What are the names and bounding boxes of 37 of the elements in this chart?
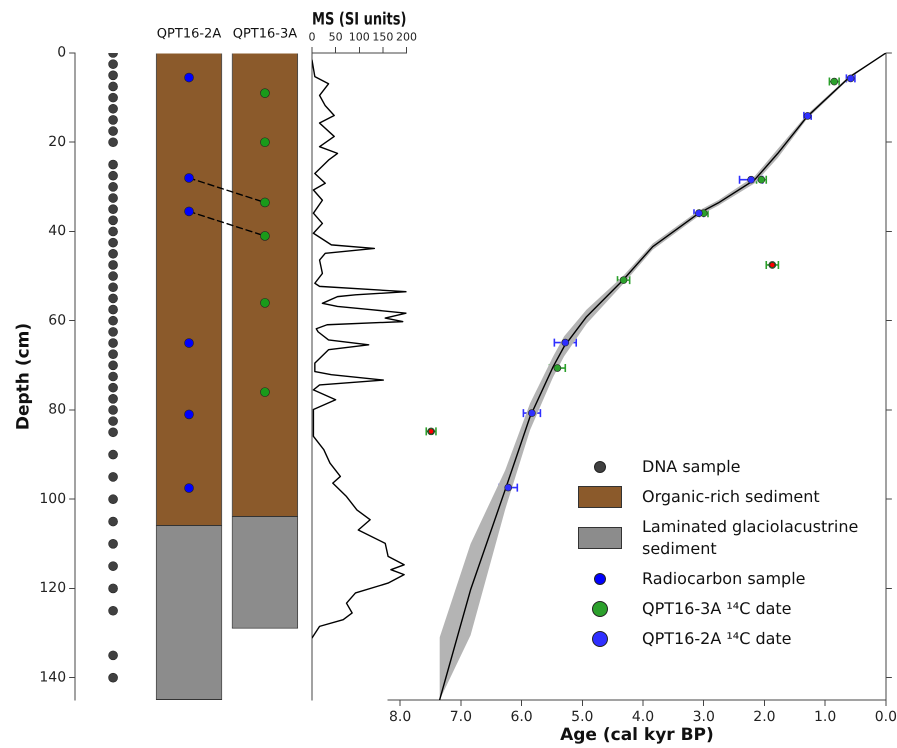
y-tick-label: 80 bbox=[48, 402, 66, 418]
point bbox=[504, 484, 512, 492]
y-tick-label: 40 bbox=[48, 223, 66, 240]
x-tick-label: 3.0 bbox=[692, 709, 715, 726]
x-tick-label: 2.0 bbox=[753, 709, 776, 726]
x-tick-label: QPT16-3A bbox=[232, 26, 298, 42]
legend-label: Organic-rich sediment bbox=[642, 486, 820, 508]
x-axis-title: Age (cal kyr BP) bbox=[560, 725, 714, 746]
y-axis-title: Depth (cm) bbox=[14, 322, 34, 430]
legend-label: Radiocarbon sample bbox=[642, 568, 806, 590]
point bbox=[528, 409, 536, 417]
y-tick-label: 140 bbox=[39, 669, 66, 686]
x-tick-label: 7.0 bbox=[450, 709, 472, 726]
legend-label: DNA sample bbox=[642, 456, 740, 478]
x-tick-label: QPT16-2A bbox=[156, 26, 222, 42]
x-tick-label: 1.0 bbox=[814, 709, 836, 726]
legend-label: QPT16-3A ¹⁴C date bbox=[642, 598, 792, 620]
y-tick-label: 0 bbox=[57, 44, 66, 61]
x-tick-label: 200 bbox=[396, 30, 417, 44]
legend-label: Laminated glaciolacustrine sediment bbox=[642, 516, 860, 560]
x-tick-label: 4.0 bbox=[632, 709, 654, 726]
x-tick-label: 8.0 bbox=[389, 709, 412, 726]
x-tick-label: 0 bbox=[308, 30, 316, 44]
y-tick-label: 100 bbox=[39, 490, 66, 507]
y-tick-label: 60 bbox=[48, 312, 66, 328]
x-tick-label: 6.0 bbox=[510, 709, 533, 726]
x-axis-title: MS (SI units) bbox=[312, 8, 406, 30]
x-tick-label: 0.0 bbox=[874, 709, 897, 726]
point bbox=[561, 338, 570, 346]
y-tick-label: 120 bbox=[39, 580, 66, 596]
x-tick-label: 100 bbox=[348, 30, 370, 44]
y-tick-label: 20 bbox=[48, 134, 66, 150]
legend-label: QPT16-2A ¹⁴C date bbox=[642, 628, 792, 650]
point bbox=[747, 176, 755, 184]
x-tick-label: 150 bbox=[372, 30, 394, 44]
x-tick-label: 50 bbox=[328, 30, 343, 44]
x-tick-label: 5.0 bbox=[571, 709, 594, 726]
